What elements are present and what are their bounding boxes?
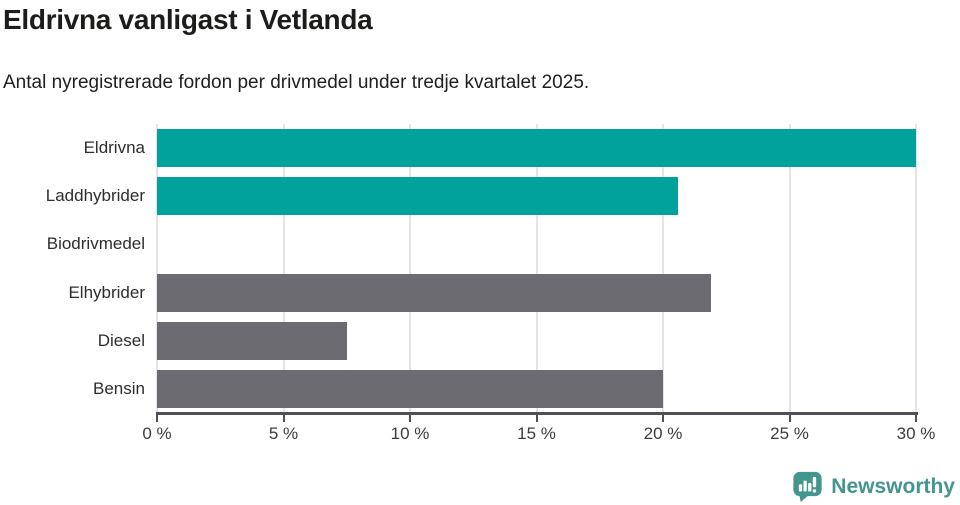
x-axis-tick-label-20: 20 % (643, 424, 683, 443)
x-axis-line (156, 412, 918, 415)
category-label-laddhybrider: Laddhybrider (45, 186, 145, 206)
gridline-5 (282, 124, 285, 413)
x-axis-tick-label-15: 15 % (517, 424, 556, 443)
category-label-biodrivmedel: Biodrivmedel (46, 234, 145, 254)
x-axis-tick-25 (788, 415, 791, 422)
gridline-0 (156, 124, 158, 413)
chart-subtitle: Antal nyregistrerade fordon per drivmede… (3, 72, 590, 93)
bar-eldrivna (157, 129, 916, 168)
category-label-elhybrider: Elhybrider (68, 282, 145, 302)
x-axis-tick-30 (915, 415, 917, 422)
x-axis-tick-label-10: 10 % (390, 424, 430, 443)
newsworthy-brand: Newsworthy (792, 471, 955, 502)
category-label-eldrivna: Eldrivna (83, 138, 145, 158)
bar-diesel (157, 321, 347, 360)
gridline-20 (662, 124, 664, 413)
x-axis-tick-10 (409, 415, 411, 422)
gridline-30 (915, 124, 917, 413)
gridline-10 (409, 124, 411, 413)
gridline-15 (535, 124, 538, 413)
bar-laddhybrider (157, 177, 679, 216)
x-axis-tick-label-5: 5 % (268, 424, 299, 443)
x-axis-tick-20 (662, 415, 664, 422)
x-axis-tick-label-30: 30 % (896, 424, 936, 443)
newsworthy-logo-text: Newsworthy (831, 474, 955, 498)
category-label-diesel: Diesel (97, 330, 145, 350)
x-axis-tick-5 (282, 415, 285, 422)
bar-elhybrider (157, 273, 712, 312)
x-axis-tick-15 (535, 415, 538, 422)
x-axis-tick-label-25: 25 % (770, 424, 809, 443)
newsworthy-logo-icon (793, 471, 822, 502)
x-axis-tick-label-0: 0 % (142, 424, 172, 443)
x-axis-tick-0 (156, 415, 158, 422)
gridline-25 (788, 124, 791, 413)
category-label-bensin: Bensin (93, 378, 145, 398)
chart-title: Eldrivna vanligast i Vetlanda (3, 4, 373, 35)
bar-bensin (157, 369, 663, 408)
